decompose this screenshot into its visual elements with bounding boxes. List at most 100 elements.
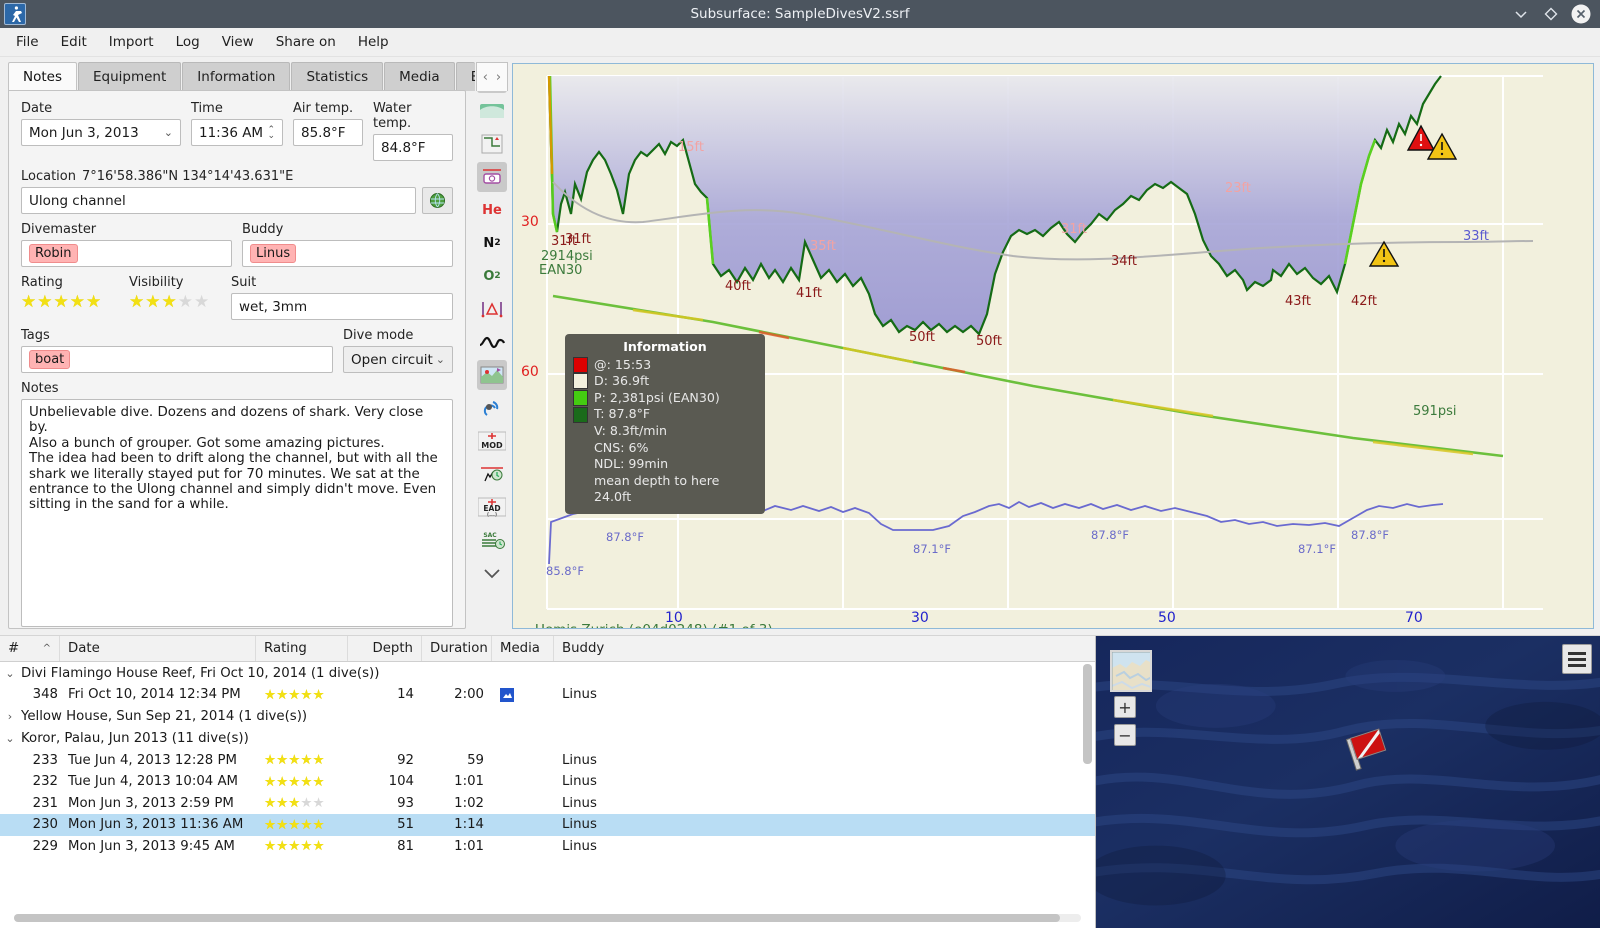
column-header-depth[interactable]: Depth: [348, 636, 422, 661]
tooltip-row-2: P: 2,381psi (EAN30): [573, 390, 757, 407]
dive-mode-select[interactable]: Open circuit ⌄: [343, 346, 453, 373]
heartrate-icon[interactable]: [477, 327, 507, 357]
time-axis-label-10: 10: [665, 610, 683, 626]
air-temp-input[interactable]: 85.8°F: [293, 119, 363, 146]
tab-strip: Notes Equipment Information Statistics M…: [8, 61, 509, 91]
calculated-ceiling-icon[interactable]: [477, 129, 507, 159]
sac-rate-icon[interactable]: SAC: [477, 525, 507, 555]
star-2[interactable]: ★: [37, 292, 53, 312]
table-row[interactable]: 232 Tue Jun 4, 2013 10:04 AM ★ ★ ★ ★ ★ 104 1:01 L…: [0, 771, 1095, 793]
column-header-number[interactable]: # ^: [0, 636, 60, 661]
tooltip-swatch: [573, 481, 588, 497]
dive-list-horizontal-scrollbar[interactable]: [14, 914, 1081, 922]
column-header-media[interactable]: Media: [492, 636, 554, 661]
dc-reported-ceiling-icon[interactable]: [477, 162, 507, 192]
menu-view[interactable]: View: [221, 34, 254, 50]
maximize-button[interactable]: [1538, 1, 1564, 27]
ruler-map-icon[interactable]: [477, 360, 507, 390]
star-4[interactable]: ★: [69, 292, 85, 312]
table-row[interactable]: 233 Tue Jun 4, 2013 12:28 PM ★ ★ ★ ★ ★ 92 59 Linu…: [0, 750, 1095, 772]
star-3[interactable]: ★: [161, 292, 177, 312]
gradient-factor-icon[interactable]: [477, 96, 507, 126]
star-2[interactable]: ★: [145, 292, 161, 312]
notes-textarea[interactable]: Unbelievable dive. Dozens and dozens of …: [21, 399, 453, 627]
menu-file[interactable]: File: [16, 34, 39, 50]
cell-date: Tue Jun 4, 2013 10:04 AM: [68, 774, 239, 790]
tab-information[interactable]: Information: [182, 62, 291, 91]
divemaster-input[interactable]: Robin: [21, 240, 232, 267]
helium-partial-pressure-icon[interactable]: He: [482, 202, 502, 218]
location-input[interactable]: Ulong channel: [21, 187, 416, 214]
star-1[interactable]: ★: [129, 292, 145, 312]
rating-stars[interactable]: ★ ★ ★ ★ ★: [21, 293, 119, 311]
map-zoom-in-button[interactable]: +: [1114, 696, 1136, 718]
table-row[interactable]: 231 Mon Jun 3, 2013 2:59 PM ★ ★ ★ ★ ★ 93 1:02 Lin…: [0, 793, 1095, 815]
suit-input[interactable]: wet, 3mm: [231, 293, 453, 320]
expand-icon[interactable]: ›: [7, 710, 13, 723]
menu-share-on[interactable]: Share on: [275, 34, 336, 50]
star-4[interactable]: ★: [177, 292, 193, 312]
star-1[interactable]: ★: [21, 292, 37, 312]
column-header-duration[interactable]: Duration: [422, 636, 492, 661]
tags-input[interactable]: boat: [21, 346, 333, 373]
buddy-input[interactable]: Linus: [242, 240, 453, 267]
close-button[interactable]: [1568, 1, 1594, 27]
tooltip-swatch: [573, 390, 588, 407]
tab-extra[interactable]: E: [455, 62, 475, 91]
visibility-stars[interactable]: ★ ★ ★ ★ ★: [129, 293, 221, 311]
tissue-saturation-icon[interactable]: [477, 393, 507, 423]
column-header-date[interactable]: Date: [60, 636, 256, 661]
star-5[interactable]: ★: [86, 292, 102, 312]
app-icon: [4, 3, 26, 25]
tab-statistics[interactable]: Statistics: [291, 62, 384, 91]
dive-profile-chart[interactable]: 30 60 10 30 50 70 31ft 2914psi EAN30 591…: [512, 63, 1594, 629]
menu-import[interactable]: Import: [108, 34, 154, 50]
column-header-buddy[interactable]: Buddy: [562, 641, 605, 656]
date-input[interactable]: Mon Jun 3, 2013 ⌄: [21, 119, 181, 146]
minimize-button[interactable]: [1508, 1, 1534, 27]
more-options-icon[interactable]: [477, 558, 507, 588]
delta-depth-icon[interactable]: [477, 294, 507, 324]
cell-rating: ★ ★ ★ ★ ★: [256, 750, 348, 772]
ead-icon[interactable]: EAD (...): [477, 492, 507, 522]
tab-notes[interactable]: Notes: [8, 62, 77, 91]
depth-axis-label-60: 60: [521, 364, 539, 380]
tab-scroll-right-icon[interactable]: ›: [495, 69, 502, 85]
tab-media[interactable]: Media: [384, 62, 455, 91]
menu-help[interactable]: Help: [357, 34, 389, 50]
star-3[interactable]: ★: [53, 292, 69, 312]
dive-list-vertical-scrollbar[interactable]: [1083, 664, 1092, 894]
dive-flag-marker[interactable]: [1338, 720, 1394, 776]
menu-edit[interactable]: Edit: [60, 34, 87, 50]
table-row[interactable]: 229 Mon Jun 3, 2013 9:45 AM ★ ★ ★ ★ ★ 81 1:01 Lin…: [0, 836, 1095, 858]
cell-depth: 81: [397, 838, 414, 854]
tag-boat: boat: [29, 350, 71, 369]
water-temp-input[interactable]: 84.8°F: [373, 134, 453, 161]
table-row[interactable]: 348 Fri Oct 10, 2014 12:34 PM ★ ★ ★ ★ ★ 14 2:00 L…: [0, 684, 1095, 706]
hamburger-icon[interactable]: [1562, 644, 1592, 674]
time-input[interactable]: 11:36 AM ⌃ ⌄: [191, 119, 283, 146]
mod-icon[interactable]: MOD: [477, 426, 507, 456]
tab-equipment[interactable]: Equipment: [78, 62, 182, 91]
dive-trip-group-row[interactable]: › Yellow House, Sun Sep 21, 2014 (1 dive(…: [0, 706, 1095, 728]
spinner-icon[interactable]: ⌃ ⌄: [267, 124, 275, 141]
cell-duration: 1:01: [454, 774, 484, 790]
tab-scroll-left-icon[interactable]: ‹: [482, 69, 488, 85]
map-zoom-out-button[interactable]: −: [1114, 724, 1136, 746]
globe-icon[interactable]: [422, 187, 453, 214]
scr-dive-time-icon[interactable]: [477, 459, 507, 489]
menu-log[interactable]: Log: [175, 34, 200, 50]
column-header-rating[interactable]: Rating: [256, 636, 348, 661]
dive-trip-group-row[interactable]: ⌄ Koror, Palau, Jun 2013 (11 dive(s)): [0, 728, 1095, 750]
map-overview-inset[interactable]: [1110, 650, 1152, 692]
star-5[interactable]: ★: [194, 292, 210, 312]
map-panel[interactable]: + −: [1095, 636, 1600, 928]
table-row[interactable]: 230 Mon Jun 3, 2013 11:36 AM ★ ★ ★ ★ ★ 51 1:14 Li…: [0, 814, 1095, 836]
collapse-icon[interactable]: ⌄: [5, 732, 15, 745]
dive-trip-group-row[interactable]: ⌄ Divi Flamingo House Reef, Fri Oct 10, 2…: [0, 662, 1095, 684]
collapse-icon[interactable]: ⌄: [5, 666, 15, 680]
depth-marker-7: 31ft: [1061, 222, 1087, 237]
cell-rating: ★ ★ ★ ★ ★: [256, 814, 348, 836]
